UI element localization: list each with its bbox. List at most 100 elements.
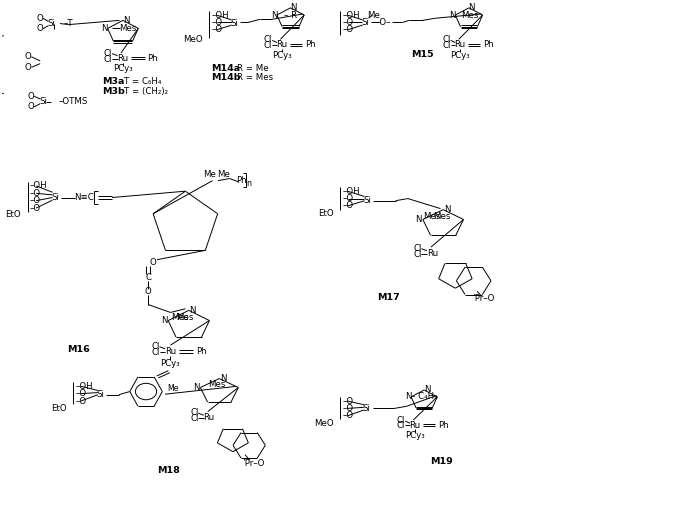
- Text: PCy₃: PCy₃: [405, 431, 425, 440]
- Text: O: O: [27, 92, 34, 101]
- Text: C: C: [145, 273, 151, 282]
- Text: –O: –O: [211, 18, 222, 27]
- Text: O: O: [36, 14, 43, 23]
- Text: Cl: Cl: [151, 348, 160, 357]
- Text: N: N: [101, 24, 108, 33]
- Text: –O: –O: [342, 25, 353, 34]
- Text: Cl: Cl: [104, 49, 113, 58]
- Text: –OH: –OH: [30, 181, 48, 190]
- Text: N: N: [424, 385, 430, 394]
- Text: Cl: Cl: [443, 41, 451, 50]
- Text: –O–: –O–: [376, 18, 391, 27]
- Text: N: N: [415, 215, 422, 224]
- Text: Ru: Ru: [409, 421, 420, 430]
- Text: Cl: Cl: [104, 55, 113, 64]
- Text: PCy₃: PCy₃: [272, 51, 292, 60]
- Text: Ph: Ph: [305, 40, 316, 49]
- Text: Si: Si: [363, 404, 370, 413]
- Text: EtO: EtO: [318, 209, 333, 218]
- Text: ’Pr–O: ’Pr–O: [242, 459, 265, 468]
- Text: Mes: Mes: [171, 313, 188, 322]
- Text: Mes: Mes: [208, 381, 225, 390]
- Text: Me: Me: [217, 170, 230, 179]
- Text: – C₄H₉: – C₄H₉: [411, 392, 438, 401]
- Text: n: n: [247, 179, 252, 188]
- Text: M15: M15: [411, 50, 434, 59]
- Text: N: N: [449, 11, 456, 20]
- Text: EtO: EtO: [51, 404, 67, 413]
- Text: Me: Me: [367, 11, 380, 20]
- Text: PCy₃: PCy₃: [450, 51, 470, 60]
- Text: Cl: Cl: [413, 244, 421, 253]
- Text: –O: –O: [30, 204, 41, 213]
- Text: T = C₆H₄: T = C₆H₄: [124, 77, 162, 86]
- Text: Ph: Ph: [484, 40, 494, 49]
- Text: Cl: Cl: [443, 36, 451, 45]
- Text: –OH: –OH: [342, 187, 359, 196]
- Text: Cl: Cl: [190, 408, 198, 417]
- Text: R = Me: R = Me: [237, 64, 269, 73]
- Text: –O: –O: [342, 201, 353, 210]
- Text: Cl: Cl: [264, 36, 272, 45]
- Text: Ru: Ru: [117, 54, 128, 63]
- Text: Mes: Mes: [433, 212, 451, 221]
- Text: O: O: [25, 52, 31, 61]
- Text: N: N: [444, 205, 451, 214]
- Text: Ph: Ph: [438, 421, 449, 430]
- Text: N: N: [271, 11, 278, 20]
- Text: N: N: [290, 3, 297, 12]
- Text: Me: Me: [167, 384, 179, 393]
- Text: Ru: Ru: [427, 249, 438, 258]
- Text: O: O: [149, 259, 156, 268]
- Text: Ru: Ru: [165, 347, 176, 356]
- Text: PCy₃: PCy₃: [113, 64, 133, 73]
- Text: Si: Si: [39, 97, 47, 106]
- Text: –O: –O: [342, 404, 353, 413]
- Text: Mes: Mes: [424, 212, 441, 221]
- Text: R = Mes: R = Mes: [237, 73, 273, 82]
- Text: T = (CH₂)₂: T = (CH₂)₂: [124, 86, 168, 95]
- Text: –O: –O: [342, 396, 353, 405]
- Text: –OTMS: –OTMS: [59, 97, 88, 106]
- Text: MeO: MeO: [183, 35, 203, 44]
- Text: Ru: Ru: [276, 40, 287, 49]
- Text: N: N: [405, 392, 412, 401]
- Text: Si: Si: [231, 19, 238, 28]
- Text: Cl: Cl: [264, 41, 272, 50]
- Text: Si: Si: [47, 19, 55, 28]
- Text: N≡C: N≡C: [74, 193, 93, 202]
- Text: Si: Si: [97, 390, 104, 399]
- Text: –O: –O: [76, 396, 87, 405]
- Text: MeO: MeO: [314, 419, 333, 428]
- Text: O: O: [25, 63, 31, 72]
- Text: Ph: Ph: [147, 54, 158, 63]
- Text: Si: Si: [364, 196, 371, 205]
- Text: N: N: [220, 374, 226, 383]
- Text: Me: Me: [203, 170, 216, 179]
- Text: Ph: Ph: [236, 176, 246, 185]
- Text: M18: M18: [157, 466, 180, 475]
- Text: N: N: [190, 306, 196, 315]
- Text: N: N: [161, 316, 167, 325]
- Text: PCy₃: PCy₃: [160, 359, 180, 368]
- Text: –O: –O: [76, 389, 87, 398]
- Text: –OH: –OH: [76, 382, 93, 391]
- Text: Ru: Ru: [203, 413, 215, 422]
- Text: Mes: Mes: [177, 313, 194, 322]
- Text: –O: –O: [342, 194, 353, 203]
- Text: N: N: [123, 16, 130, 25]
- Text: Ph: Ph: [196, 347, 206, 356]
- Text: Cl: Cl: [190, 414, 198, 423]
- Text: M16: M16: [67, 345, 89, 354]
- Text: Mes: Mes: [119, 24, 136, 33]
- Text: Mes: Mes: [462, 11, 479, 20]
- Text: ’Pr–O: ’Pr–O: [473, 294, 495, 303]
- Text: –T: –T: [63, 19, 73, 28]
- Text: N: N: [193, 383, 200, 392]
- Text: Cl: Cl: [413, 250, 421, 259]
- Text: Si: Si: [51, 193, 59, 202]
- Text: Si: Si: [361, 18, 369, 27]
- Text: –O: –O: [342, 18, 353, 27]
- Text: EtO: EtO: [5, 210, 21, 219]
- Text: Cl: Cl: [151, 342, 160, 351]
